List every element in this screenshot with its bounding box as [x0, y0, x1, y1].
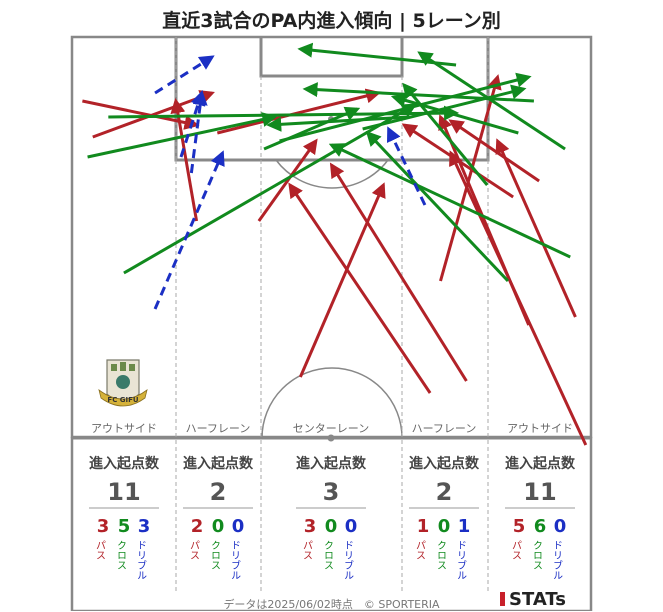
type-labels: パス クロス ドリブル パス クロス ドリブル パス クロス ドリブル パス クロス ドリブル パス クロ…: [94, 540, 563, 580]
stat-cross: 5: [118, 516, 131, 537]
type-label-dribble: ドリブル: [135, 540, 147, 580]
cross-arrow-6: [328, 143, 571, 259]
pass-arrow-14: [170, 98, 199, 222]
stat-header: 進入起点数: [183, 455, 254, 472]
type-label-pass: パス: [94, 540, 106, 560]
type-label-cross: クロス: [209, 540, 220, 570]
lane-label-5: アウトサイド: [507, 422, 573, 435]
lane-labels: アウトサイド ハーフレーン センターレーン ハーフレーン アウトサイド: [91, 422, 573, 435]
cross-arrow-12: [302, 82, 534, 103]
pass-arrow-5: [298, 182, 386, 378]
cross-arrow-9: [402, 82, 489, 186]
type-label-pass: パス: [414, 540, 426, 560]
stat-cross: 0: [212, 516, 225, 537]
stat-header: 進入起点数: [505, 455, 576, 472]
stat-dribble: 0: [345, 516, 358, 537]
pass-arrow-10: [439, 74, 502, 282]
stat-dribble: 0: [554, 516, 567, 537]
stats-box: [70, 436, 593, 611]
team-logo: FC GIFU: [98, 359, 148, 407]
brand-text: STATs: [509, 589, 566, 610]
type-label-dribble: ドリブル: [455, 540, 467, 580]
type-label-dribble: ドリブル: [342, 540, 354, 580]
pass-arrow-3: [257, 138, 318, 222]
brand-mark-icon: [500, 592, 505, 606]
stat-pass: 3: [304, 516, 317, 537]
lane-label-1: アウトサイド: [91, 422, 157, 435]
footer-credit: データは2025/06/02時点 © SPORTERIA: [223, 598, 440, 611]
type-label-cross: クロス: [531, 540, 542, 570]
stat-total: 3: [323, 478, 340, 506]
pass-arrow-13: [401, 123, 514, 199]
pass-arrow-9: [449, 150, 588, 446]
arrows-layer: [82, 42, 588, 446]
stat-total: 11: [107, 478, 140, 506]
cross-arrow-2: [87, 112, 278, 159]
lane-stat-5: 進入起点数 11 5 6 0: [505, 455, 576, 537]
chart-title: 直近3試合のPA内進入傾向 | 5レーン別: [162, 10, 501, 32]
dribble-arrow-4: [189, 90, 208, 174]
stat-pass: 2: [191, 516, 204, 537]
stat-dribble: 0: [232, 516, 245, 537]
cross-arrow-14: [266, 115, 410, 132]
pass-arrow-7: [329, 162, 468, 382]
dribble-arrow-3: [154, 55, 215, 95]
type-label-pass: パス: [301, 540, 313, 560]
cross-arrow-8: [390, 93, 519, 135]
cross-arrow-4: [279, 72, 532, 143]
type-label-cross: クロス: [115, 540, 126, 570]
lane-label-3: センターレーン: [293, 422, 369, 435]
lane-label-4: ハーフレーン: [412, 422, 477, 435]
pass-arrow-2: [82, 99, 200, 130]
pass-arrow-12: [495, 138, 577, 318]
dribble-arrow-2: [179, 90, 206, 158]
stat-dribble: 1: [458, 516, 471, 537]
cross-arrow-5: [362, 84, 527, 131]
lane-stat-2: 進入起点数 2 2 0 0: [183, 455, 254, 537]
pitch-lines: [70, 35, 593, 440]
lane-label-2: ハーフレーン: [186, 422, 251, 435]
lane-stat-4: 進入起点数 2 1 0 1: [409, 455, 480, 537]
pass-arrow-4: [216, 88, 382, 135]
team-logo-text: FC GIFU: [107, 396, 138, 404]
stat-total: 2: [210, 478, 227, 506]
stat-header: 進入起点数: [296, 455, 367, 472]
stat-header: 進入起点数: [409, 455, 480, 472]
type-label-dribble: ドリブル: [229, 540, 241, 580]
stat-dribble: 3: [138, 516, 151, 537]
stat-cross: 0: [325, 516, 338, 537]
cross-arrow-10: [365, 130, 510, 283]
dribble-arrow-5: [386, 126, 427, 206]
lane-stat-3: 進入起点数 3 3 0 0: [296, 455, 367, 537]
type-label-cross: クロス: [322, 540, 333, 570]
cross-arrow-11: [263, 106, 361, 151]
type-label-cross: クロス: [435, 540, 446, 570]
brand-logo: STATs: [500, 589, 566, 610]
pass-arrow-6: [288, 182, 432, 394]
lane-stat-1: 進入起点数 11 3 5 3: [89, 455, 160, 537]
type-label-pass: パス: [510, 540, 522, 560]
type-label-pass: パス: [188, 540, 200, 560]
stat-pass: 5: [513, 516, 526, 537]
stat-header: 進入起点数: [89, 455, 160, 472]
cross-arrow-13: [297, 42, 457, 67]
stat-total: 11: [523, 478, 556, 506]
cross-arrow-3: [123, 103, 418, 275]
lane-stats: 進入起点数 11 3 5 3 進入起点数 2 2 0 0 進入起点数 3 3 0…: [89, 455, 576, 537]
pass-arrow-11: [448, 119, 540, 183]
cross-arrow-7: [417, 51, 566, 151]
dribble-arrow-1: [153, 150, 225, 310]
stat-pass: 1: [417, 516, 430, 537]
type-label-dribble: ドリブル: [551, 540, 563, 580]
stat-total: 2: [436, 478, 453, 506]
stat-pass: 3: [97, 516, 110, 537]
stat-cross: 6: [534, 516, 547, 537]
stat-cross: 0: [438, 516, 451, 537]
